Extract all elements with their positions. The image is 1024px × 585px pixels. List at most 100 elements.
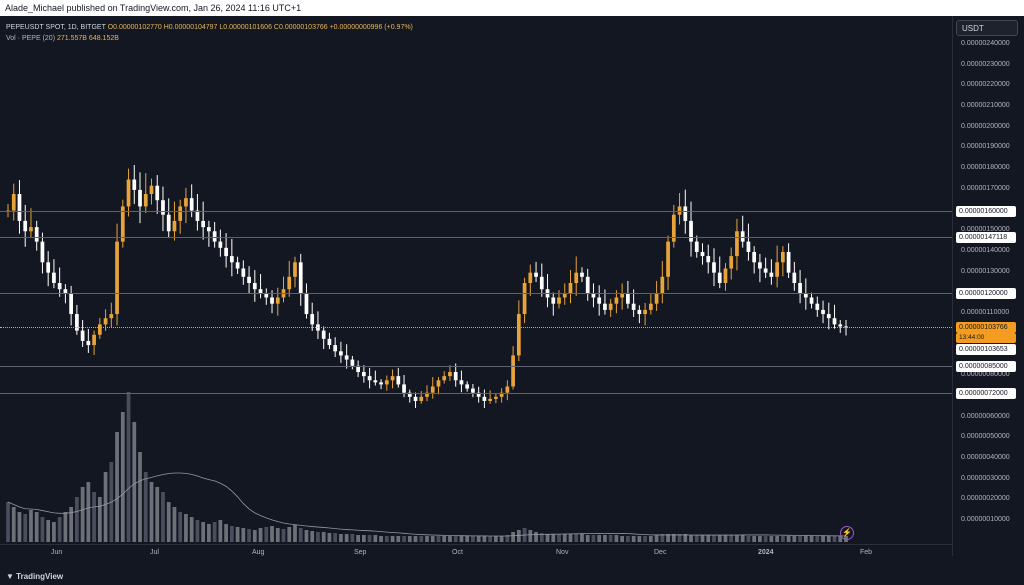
candle-body[interactable] bbox=[413, 396, 418, 401]
candle-body[interactable] bbox=[373, 380, 378, 383]
candle-body[interactable] bbox=[792, 272, 797, 283]
candle-body[interactable] bbox=[631, 303, 636, 310]
candle-body[interactable] bbox=[735, 231, 739, 257]
candle-body[interactable] bbox=[453, 371, 458, 381]
candle-body[interactable] bbox=[815, 303, 820, 310]
candle-body[interactable] bbox=[482, 396, 487, 401]
candle-body[interactable] bbox=[448, 371, 452, 377]
candle-body[interactable] bbox=[476, 392, 481, 397]
candle-body[interactable] bbox=[298, 262, 303, 294]
candle-body[interactable] bbox=[11, 194, 16, 211]
candle-body[interactable] bbox=[769, 272, 774, 277]
candle-body[interactable] bbox=[425, 392, 429, 397]
candle-body[interactable] bbox=[304, 293, 309, 315]
candle-body[interactable] bbox=[740, 231, 745, 242]
candle-body[interactable] bbox=[574, 272, 579, 283]
candle-body[interactable] bbox=[568, 283, 573, 294]
candle-body[interactable] bbox=[459, 380, 464, 385]
candle-body[interactable] bbox=[29, 227, 33, 232]
candle-body[interactable] bbox=[189, 198, 194, 211]
candle-body[interactable] bbox=[379, 382, 383, 385]
candle-body[interactable] bbox=[361, 371, 366, 377]
candle-body[interactable] bbox=[826, 314, 831, 319]
support-resistance-line[interactable] bbox=[0, 237, 952, 239]
candle-body[interactable] bbox=[321, 330, 326, 339]
candle-body[interactable] bbox=[57, 283, 62, 290]
candle-body[interactable] bbox=[327, 338, 332, 346]
candle-body[interactable] bbox=[178, 206, 183, 221]
candle-body[interactable] bbox=[63, 289, 68, 294]
candle-body[interactable] bbox=[706, 256, 711, 263]
candle-body[interactable] bbox=[40, 241, 45, 263]
candle-body[interactable] bbox=[17, 194, 22, 221]
candle-body[interactable] bbox=[195, 210, 200, 221]
support-resistance-line[interactable] bbox=[0, 210, 952, 212]
candle-body[interactable] bbox=[97, 324, 102, 335]
candle-body[interactable] bbox=[591, 293, 596, 298]
candle-body[interactable] bbox=[551, 297, 556, 304]
candle-body[interactable] bbox=[80, 330, 85, 341]
candle-body[interactable] bbox=[499, 392, 504, 397]
candle-body[interactable] bbox=[717, 272, 722, 283]
support-resistance-line[interactable] bbox=[0, 365, 952, 367]
candle-body[interactable] bbox=[367, 376, 372, 381]
candle-body[interactable] bbox=[69, 293, 74, 315]
candle-body[interactable] bbox=[390, 376, 395, 381]
candle-body[interactable] bbox=[109, 314, 114, 319]
candle-body[interactable] bbox=[643, 309, 647, 315]
candle-body[interactable] bbox=[442, 376, 447, 381]
candle-body[interactable] bbox=[522, 283, 527, 315]
candle-body[interactable] bbox=[758, 262, 762, 269]
candle-body[interactable] bbox=[803, 293, 808, 298]
candle-body[interactable] bbox=[115, 241, 119, 315]
candle-body[interactable] bbox=[585, 276, 590, 294]
candle-body[interactable] bbox=[832, 318, 837, 325]
candle-body[interactable] bbox=[436, 380, 441, 387]
candle-body[interactable] bbox=[207, 227, 211, 232]
candle-body[interactable] bbox=[620, 293, 625, 298]
candle-body[interactable] bbox=[671, 214, 676, 242]
candle-body[interactable] bbox=[597, 297, 602, 304]
candle-body[interactable] bbox=[608, 303, 613, 310]
candle-body[interactable] bbox=[723, 268, 728, 283]
candle-body[interactable] bbox=[494, 396, 498, 399]
chart-area[interactable]: PEPEUSDT SPOT, 1D, BITGET O0.00000102770… bbox=[0, 16, 1024, 565]
candle-body[interactable] bbox=[212, 231, 217, 242]
candle-body[interactable] bbox=[821, 309, 825, 315]
candle-body[interactable] bbox=[838, 324, 843, 327]
candle-body[interactable] bbox=[763, 268, 768, 273]
candle-body[interactable] bbox=[103, 318, 108, 325]
last-price-line[interactable] bbox=[0, 326, 952, 328]
candle-body[interactable] bbox=[626, 293, 630, 304]
candle-body[interactable] bbox=[557, 297, 561, 304]
candle-body[interactable] bbox=[229, 256, 234, 263]
candle-body[interactable] bbox=[252, 283, 257, 290]
candle-body[interactable] bbox=[92, 334, 96, 346]
candle-body[interactable] bbox=[430, 386, 435, 393]
candle-body[interactable] bbox=[218, 241, 223, 248]
candle-body[interactable] bbox=[528, 272, 533, 283]
candle-body[interactable] bbox=[155, 185, 160, 201]
time-axis[interactable]: Jun Jul Aug Sep Oct Nov Dec 2024 Feb bbox=[0, 544, 952, 563]
currency-button[interactable]: USDT bbox=[956, 20, 1018, 36]
candle-body[interactable] bbox=[126, 179, 131, 207]
candle-body[interactable] bbox=[247, 276, 251, 283]
candle-body[interactable] bbox=[293, 262, 297, 277]
candle-body[interactable] bbox=[161, 200, 165, 215]
candle-body[interactable] bbox=[287, 276, 292, 290]
candle-body[interactable] bbox=[683, 206, 688, 221]
candle-body[interactable] bbox=[407, 392, 412, 397]
candle-body[interactable] bbox=[258, 289, 263, 294]
candle-body[interactable] bbox=[264, 293, 269, 298]
candle-body[interactable] bbox=[488, 398, 493, 401]
candle-body[interactable] bbox=[241, 268, 246, 277]
candle-body[interactable] bbox=[143, 194, 148, 207]
candle-body[interactable] bbox=[471, 388, 475, 393]
candle-body[interactable] bbox=[539, 276, 544, 290]
candle-body[interactable] bbox=[396, 376, 401, 385]
candle-body[interactable] bbox=[809, 297, 814, 304]
candle-body[interactable] bbox=[580, 272, 584, 277]
candle-body[interactable] bbox=[270, 297, 274, 304]
support-resistance-line[interactable] bbox=[0, 392, 952, 394]
price-chart[interactable] bbox=[0, 16, 952, 544]
